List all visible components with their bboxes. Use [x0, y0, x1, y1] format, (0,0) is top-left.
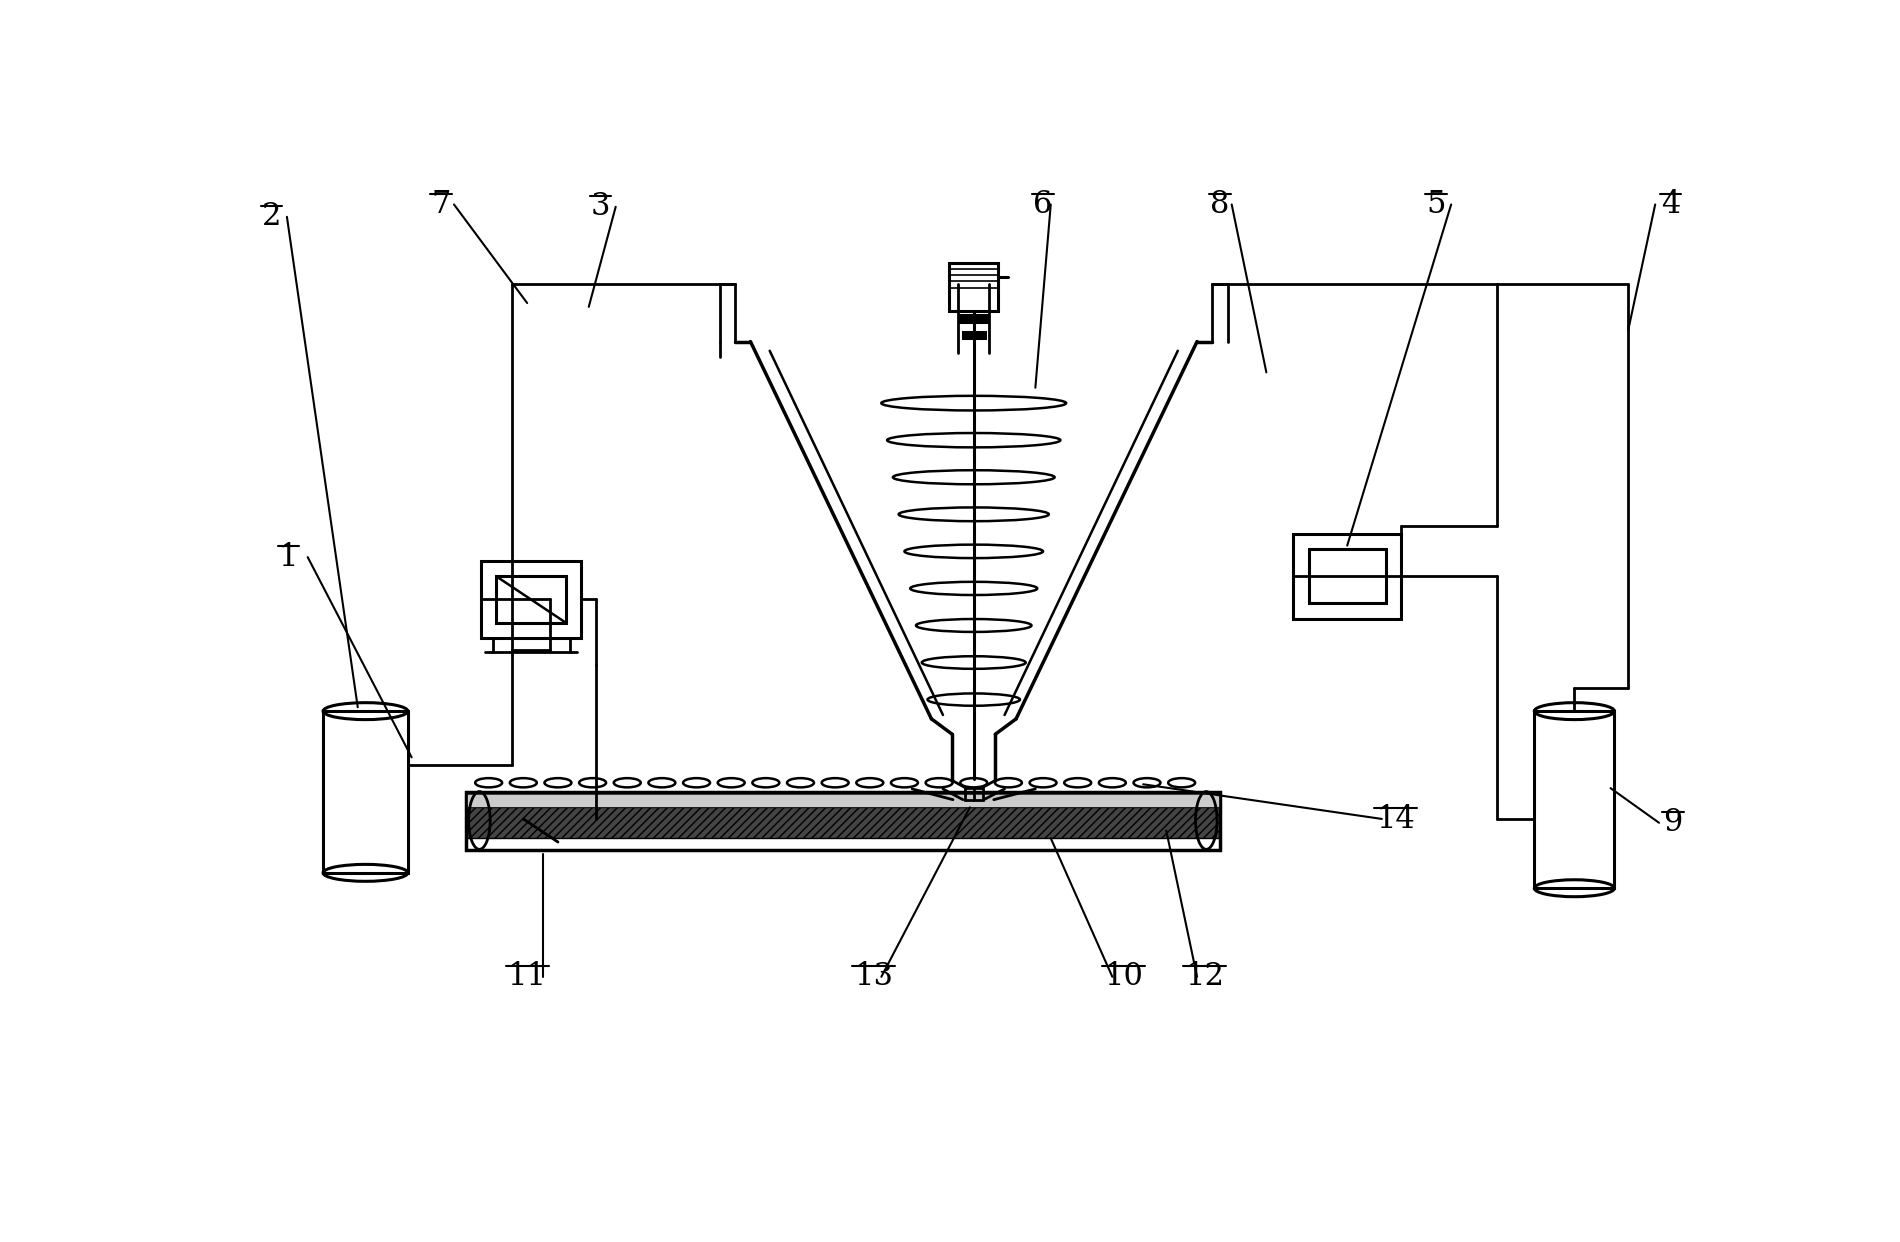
Text: 11: 11 [507, 961, 547, 992]
Bar [963, 333, 984, 339]
Bar [466, 792, 1220, 850]
Text: 14: 14 [1376, 804, 1416, 835]
Text: 12: 12 [1186, 961, 1224, 992]
Text: 9: 9 [1662, 807, 1683, 838]
Bar [1294, 534, 1400, 619]
Text: 13: 13 [855, 961, 893, 992]
Bar [960, 314, 988, 322]
Bar [467, 807, 1218, 838]
Text: 3: 3 [591, 191, 610, 222]
Bar [1309, 549, 1385, 604]
Text: 6: 6 [1034, 189, 1053, 220]
Text: 1: 1 [279, 542, 298, 573]
Text: 7: 7 [431, 189, 450, 220]
Bar [1535, 712, 1615, 888]
Text: 8: 8 [1210, 189, 1229, 220]
Text: 5: 5 [1427, 189, 1446, 220]
Bar [467, 794, 1218, 807]
Text: 4: 4 [1661, 189, 1680, 220]
Bar [965, 789, 982, 800]
Bar [481, 561, 581, 638]
Bar [950, 263, 998, 310]
Text: 2: 2 [262, 201, 281, 232]
Text: 10: 10 [1104, 961, 1144, 992]
Bar [496, 576, 566, 622]
Bar [323, 712, 408, 873]
